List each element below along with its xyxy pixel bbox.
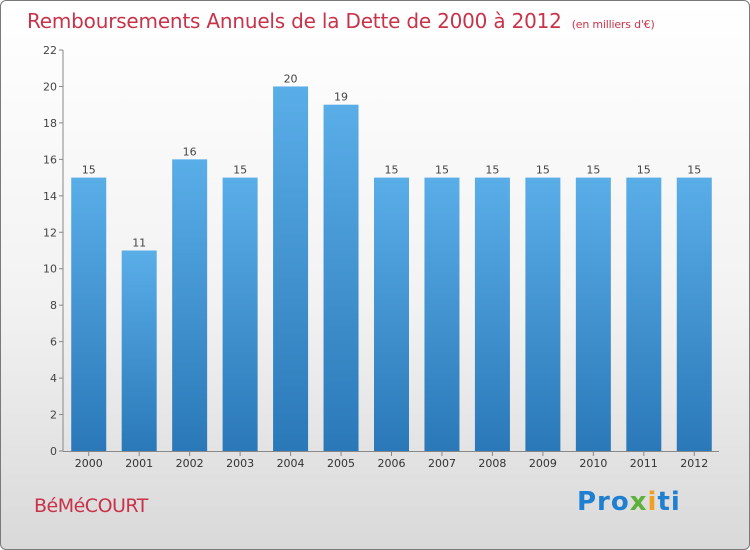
bar [575, 177, 611, 451]
y-tick-label: 20 [43, 80, 57, 93]
y-tick-label: 12 [43, 226, 57, 239]
x-tick-label: 2010 [579, 457, 607, 470]
y-tick-label: 10 [43, 263, 57, 276]
y-tick-label: 8 [50, 299, 57, 312]
bar [525, 177, 561, 451]
y-tick-label: 22 [43, 44, 57, 57]
bar-value-label: 15 [637, 164, 651, 177]
bar-value-label: 15 [485, 164, 499, 177]
chart-title-text: Remboursements Annuels de la Dette de 20… [27, 9, 562, 33]
bar [172, 159, 208, 451]
bar-value-label: 15 [385, 164, 399, 177]
x-tick-label: 2002 [176, 457, 204, 470]
bar [121, 250, 157, 451]
x-tick-label: 2004 [277, 457, 305, 470]
bar [273, 86, 309, 452]
bar-value-label: 16 [183, 145, 197, 158]
x-tick-label: 2003 [226, 457, 254, 470]
bar [222, 177, 258, 451]
commune-name: BéMéCOURT [34, 495, 148, 517]
x-tick-label: 2007 [428, 457, 456, 470]
bar [374, 177, 409, 451]
bar-value-label: 19 [334, 91, 348, 104]
bar-value-label: 15 [687, 164, 701, 177]
bar-value-label: 15 [82, 164, 96, 177]
y-tick-label: 16 [43, 153, 57, 166]
x-tick-label: 2012 [680, 457, 708, 470]
y-tick-label: 4 [50, 372, 57, 385]
bar-value-label: 15 [586, 164, 600, 177]
bar-value-label: 15 [435, 164, 449, 177]
y-tick-label: 18 [43, 117, 57, 130]
x-tick-label: 2006 [378, 457, 406, 470]
chart-title: Remboursements Annuels de la Dette de 20… [27, 9, 655, 33]
bar [71, 177, 107, 451]
chart-unit-label: (en milliers d'€) [571, 18, 655, 31]
bar-value-label: 11 [132, 237, 146, 250]
bar-value-label: 15 [233, 164, 247, 177]
x-tick-label: 2008 [478, 457, 506, 470]
y-tick-label: 2 [50, 409, 57, 422]
y-tick-label: 0 [50, 445, 57, 458]
y-tick-label: 6 [50, 336, 57, 349]
bar [626, 177, 662, 451]
bar [323, 104, 359, 451]
x-tick-label: 2001 [125, 457, 153, 470]
x-tick-label: 2011 [630, 457, 658, 470]
bar-value-label: 15 [536, 164, 550, 177]
bars: 15 11 16 15 20 19 15 15 15 15 15 15 15 [71, 72, 712, 452]
bar [474, 177, 510, 451]
bar-value-label: 20 [284, 72, 298, 85]
x-tick-label: 2009 [529, 457, 557, 470]
bar [424, 177, 460, 451]
axes: 0 2 4 6 8 10 12 14 16 18 20 22 2000 2001 2002 2003 2004 2… [43, 44, 719, 470]
proxiti-logo: Proxiti [577, 487, 681, 517]
x-tick-label: 2000 [75, 457, 103, 470]
bar [676, 177, 712, 451]
y-tick-label: 14 [43, 190, 57, 203]
x-tick-label: 2005 [327, 457, 355, 470]
